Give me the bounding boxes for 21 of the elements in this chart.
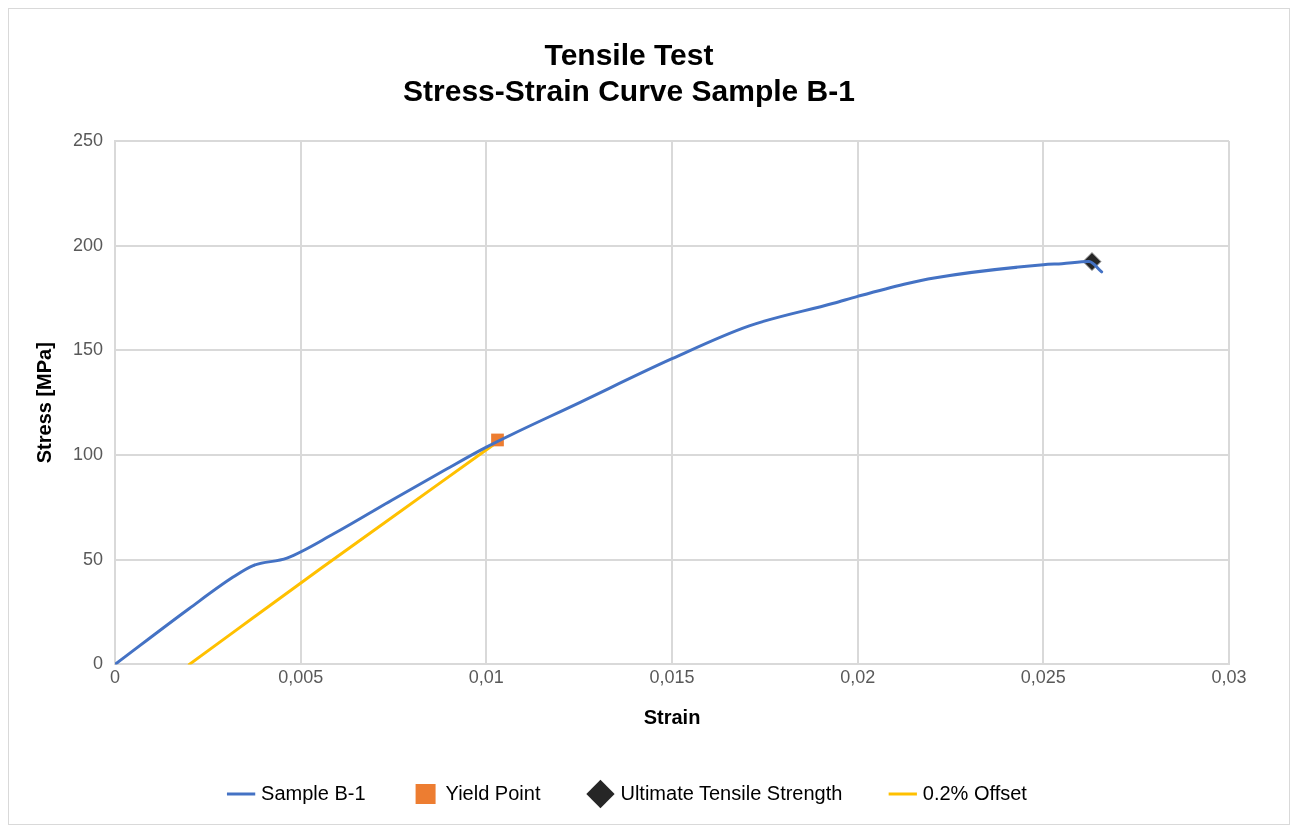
x-tick-label: 0,01 (468, 667, 504, 688)
x-tick-label: 0,005 (278, 667, 324, 688)
chart-title: Tensile Test (544, 38, 714, 72)
x-tick-label: 0,015 (649, 667, 695, 688)
legend-label: 0.2% Offset (922, 781, 1028, 804)
legend-label: Sample B-1 (261, 781, 366, 804)
x-tick-label: 0,03 (1211, 667, 1247, 688)
chart-subtitle: Stress-Strain Curve Sample B-1 (403, 74, 855, 108)
x-tick-label: 0,02 (840, 667, 876, 688)
legend-label: Ultimate Tensile Strength (620, 781, 843, 804)
y-tick-label: 100 (72, 444, 104, 465)
x-tick-label: 0,025 (1020, 667, 1066, 688)
x-tick-label: 0 (110, 667, 121, 688)
y-tick-label: 0 (93, 653, 104, 674)
y-tick-label: 50 (83, 548, 104, 569)
legend-label: Yield Point (445, 781, 541, 804)
y-tick-label: 150 (72, 339, 104, 360)
y-axis-title: Stress [MPa] (32, 342, 55, 464)
x-axis-title: Strain (643, 705, 701, 728)
y-tick-label: 200 (72, 234, 104, 255)
y-tick-label: 250 (72, 129, 104, 150)
